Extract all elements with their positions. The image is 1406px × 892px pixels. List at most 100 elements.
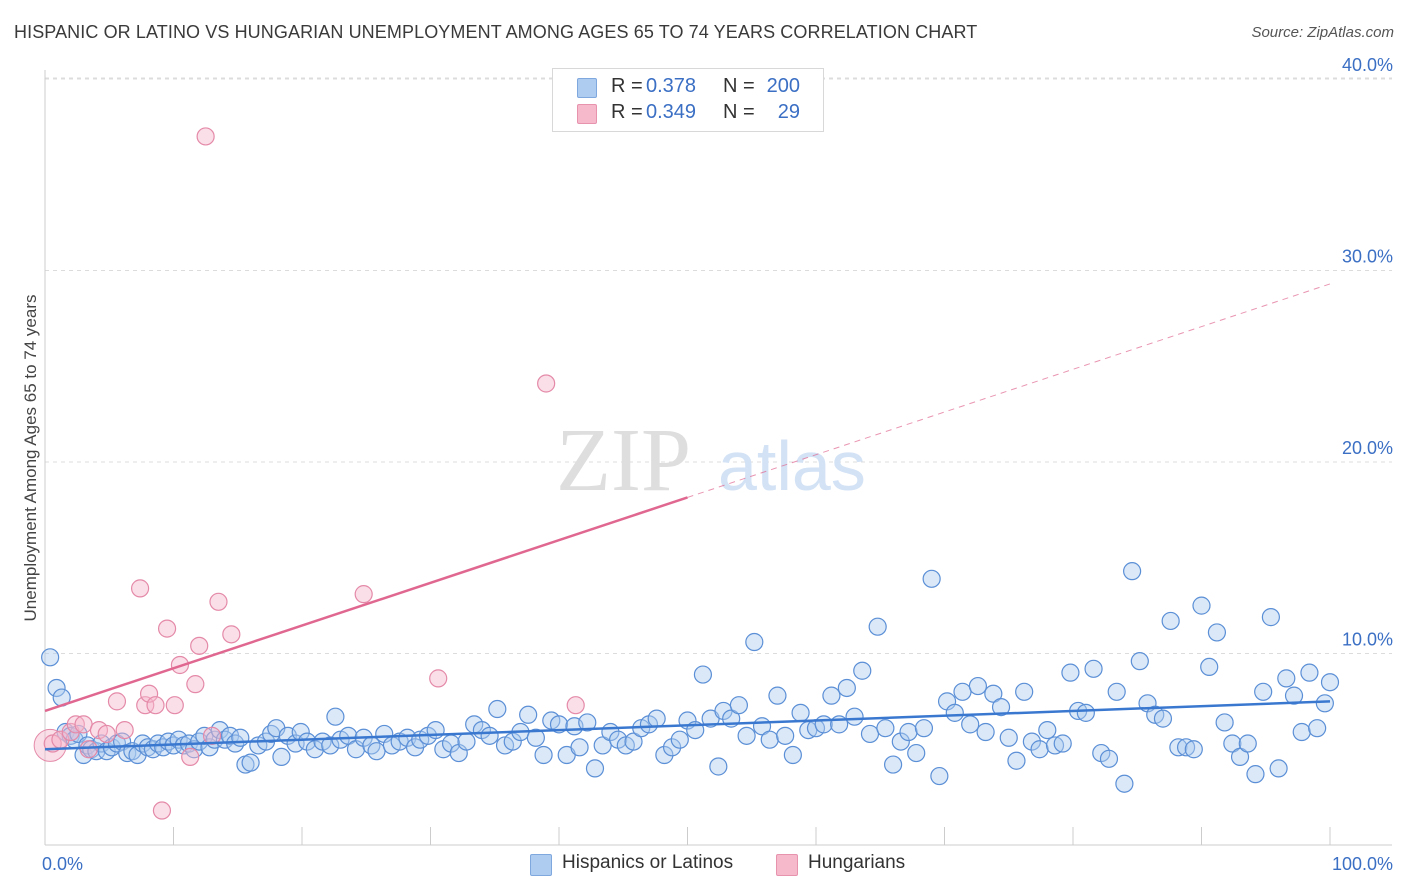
trend-line-hungarians-extrapolated [687,283,1331,498]
data-point-hispanics [729,696,749,715]
data-point-hispanics [1200,657,1219,677]
legend-r-label: R = [611,75,643,97]
data-point-hungarians [136,696,155,715]
data-point-hispanics [1107,682,1126,701]
data-point-hispanics [1269,759,1288,778]
data-point-hispanics [922,569,941,588]
data-point-hispanics [241,753,260,772]
legend-swatch-pink [776,854,798,876]
series-legend: Hispanics or Latinos Hungarians [0,852,1406,878]
data-point-hungarians [107,692,127,711]
axes [44,70,1392,846]
data-point-hispanics [693,665,713,684]
data-point-hungarians [202,726,222,745]
data-point-hispanics [822,686,841,705]
data-point-hispanics [488,699,507,719]
y-tick-label: 30.0% [1342,247,1393,267]
legend-label-hungarians: Hungarians [808,852,906,873]
tick-labels: 10.0% 20.0% 30.0% 40.0% 0.0% 100.0% [42,55,1393,874]
data-point-hispanics [968,676,988,696]
data-point-hispanics [1223,734,1242,753]
legend-n-label: N = [723,101,755,123]
series-hispanics-points [41,562,1340,793]
data-point-hispanics [655,745,674,765]
data-point-hispanics [791,703,810,722]
data-point-hispanics [1230,747,1250,767]
legend-n-value: 200 [766,75,800,97]
data-point-hispanics [457,732,476,751]
data-point-hispanics [945,703,964,722]
data-point-hispanics [837,678,856,698]
data-point-hungarians [74,715,93,734]
trend-lines [44,283,1331,751]
data-point-hispanics [853,661,872,680]
data-point-hungarians [97,724,116,744]
data-point-hispanics [899,722,918,742]
data-point-hungarians [196,127,215,146]
data-point-hispanics [776,726,795,745]
grid-lines [45,77,1392,654]
series-hungarians-points [33,127,585,820]
watermark: ZIP atlas [556,411,866,510]
data-point-hispanics [519,705,538,724]
data-point-hispanics [1169,738,1188,757]
data-point-hungarians [66,715,85,734]
legend-n-value: 29 [777,101,800,123]
data-point-hispanics [1308,719,1327,738]
data-point-hispanics [1192,596,1211,615]
data-point-hungarians [146,696,165,715]
data-point-hispanics [991,698,1011,717]
data-point-hispanics [891,732,910,751]
data-point-hispanics [907,743,926,763]
watermark-atlas: atlas [718,427,866,505]
data-point-hispanics [326,707,345,726]
legend-n-label: N = [723,75,755,97]
data-point-hispanics [578,713,597,732]
x-tick-label-min: 0.0% [42,854,83,874]
data-point-hispanics [709,757,728,776]
data-point-hungarians [157,619,177,638]
data-point-hungarians [130,579,150,598]
data-point-hungarians [181,747,200,767]
data-point-hispanics [321,736,340,755]
y-tick-label: 10.0% [1342,630,1393,650]
data-point-hispanics [1076,703,1095,722]
legend-swatch-blue [577,78,597,98]
chart-title: HISPANIC OR LATINO VS HUNGARIAN UNEMPLOY… [14,22,978,42]
data-point-hungarians [139,684,159,703]
y-tick-label: 40.0% [1342,55,1393,75]
data-point-hungarians [222,625,241,644]
data-point-hispanics [783,745,802,765]
source-label: Source: ZipAtlas.com [1251,24,1394,41]
data-point-hispanics [737,726,756,745]
trend-line-hungarians [44,496,688,713]
data-point-hispanics [930,766,949,786]
data-point-hispanics [1254,682,1273,701]
data-point-hispanics [1238,734,1257,753]
legend-r-value: 0.378 [646,75,697,97]
data-point-hispanics [480,726,499,745]
data-point-hispanics [953,682,972,701]
data-point-hispanics [1038,720,1057,740]
data-point-hispanics [1277,669,1296,688]
data-point-hispanics [367,742,386,761]
data-point-hispanics [984,684,1003,703]
data-point-hispanics [860,724,880,744]
data-point-hispanics [585,759,605,778]
data-point-hispanics [868,617,887,636]
data-point-hispanics [1315,694,1334,713]
watermark-zip: ZIP [556,411,691,510]
legend-r-label: R = [611,101,643,123]
data-point-hispanics [231,728,250,747]
data-point-hispanics [1184,740,1203,759]
y-tick-label: 20.0% [1342,438,1393,458]
data-point-hispanics [47,678,66,698]
data-point-hispanics [526,728,545,747]
correlation-legend: R = 0.378 N = 200 R = 0.349 N = 29 [552,68,824,132]
data-point-hispanics [1300,663,1319,682]
data-point-hispanics [845,707,864,726]
legend-label-hispanics: Hispanics or Latinos [562,852,734,873]
data-point-hispanics [976,722,995,742]
data-point-hispanics [999,728,1018,747]
data-point-hispanics [876,719,895,738]
